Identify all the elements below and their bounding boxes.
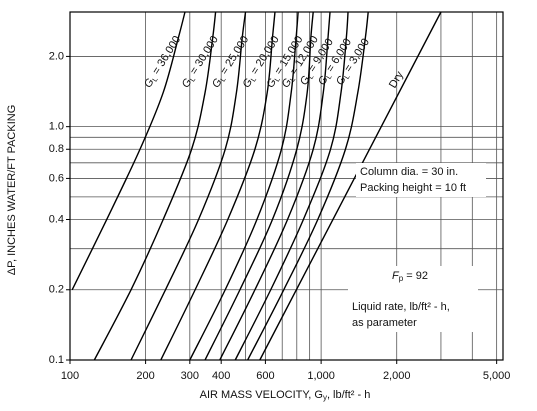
legend-label: = (341, 60, 358, 77)
y-tick-label: 1.0 (49, 121, 64, 133)
legend-label: L (274, 76, 282, 83)
annotation: Fp = 92 (392, 270, 428, 283)
curve (93, 11, 217, 361)
annotation: as parameter (352, 317, 417, 329)
curve (189, 11, 299, 361)
curves (71, 11, 442, 361)
curve (204, 11, 314, 361)
x-tick-label: 400 (212, 370, 230, 382)
legend-label: L (220, 76, 228, 83)
legend-label: = (322, 60, 339, 77)
legend-label: L (152, 76, 160, 83)
curve (234, 11, 349, 361)
annotation: F (392, 270, 400, 282)
annotation: Liquid rate, lb/ft² - h, (352, 301, 450, 313)
annotation-box (356, 163, 486, 197)
x-tick-label: 2,000 (383, 370, 411, 382)
curve (160, 11, 276, 361)
annotation-parameter: Fp = 92 Liquid rate, lb/ft² - h, as para… (348, 266, 478, 332)
legend-label: = (304, 60, 321, 77)
curve (130, 11, 247, 361)
curve (71, 11, 186, 291)
y-axis-title: ΔP, INCHES WATER/FT PACKING (6, 105, 18, 276)
y-tick-label: 0.8 (49, 143, 64, 155)
y-tick-label: 0.6 (49, 172, 64, 184)
legend-label: = (247, 62, 264, 79)
annotation-box (348, 266, 478, 332)
curve (219, 11, 331, 361)
x-tick-label: 5,000 (483, 370, 511, 382)
curve (247, 11, 369, 361)
legend-label: = (149, 62, 166, 79)
legend-label: = (186, 62, 203, 79)
annotation-column: Column dia. = 30 in. Packing height = 10… (356, 163, 486, 197)
x-tick-label: 200 (136, 370, 154, 382)
x-tick-label: 300 (181, 370, 199, 382)
legend-label: L (325, 74, 333, 81)
legend-label: = (286, 62, 303, 79)
legend-label: L (250, 76, 258, 83)
curve (259, 11, 442, 361)
x-tick-label: 600 (256, 370, 274, 382)
annotation: Packing height = 10 ft (360, 182, 466, 194)
x-axis-title: , lb/ft² - h (327, 389, 370, 401)
legend-label: = (271, 62, 288, 79)
x-tick-label: 100 (61, 370, 79, 382)
y-tick-label: 0.2 (49, 284, 64, 296)
plot-frame (69, 11, 504, 361)
legend-label: = (217, 62, 234, 79)
legend-label: L (189, 76, 197, 83)
y-tick-label: 0.4 (49, 213, 64, 225)
annotation: Column dia. = 30 in. (360, 166, 458, 178)
x-axis-title: y (323, 393, 327, 402)
legend-label: L (344, 74, 352, 81)
x-axis-title: AIR MASS VELOCITY, G (200, 389, 323, 401)
x-axis-title: AIR MASS VELOCITY, Gy, lb/ft² - h (200, 389, 371, 402)
y-tick-label: 2.0 (49, 50, 64, 62)
annotation: = 92 (403, 270, 428, 282)
legend-label: L (307, 74, 315, 81)
y-tick-label: 0.1 (49, 354, 64, 366)
annotation: p (399, 274, 404, 283)
legend-label: L (289, 76, 297, 83)
x-tick-label: 1,000 (307, 370, 335, 382)
